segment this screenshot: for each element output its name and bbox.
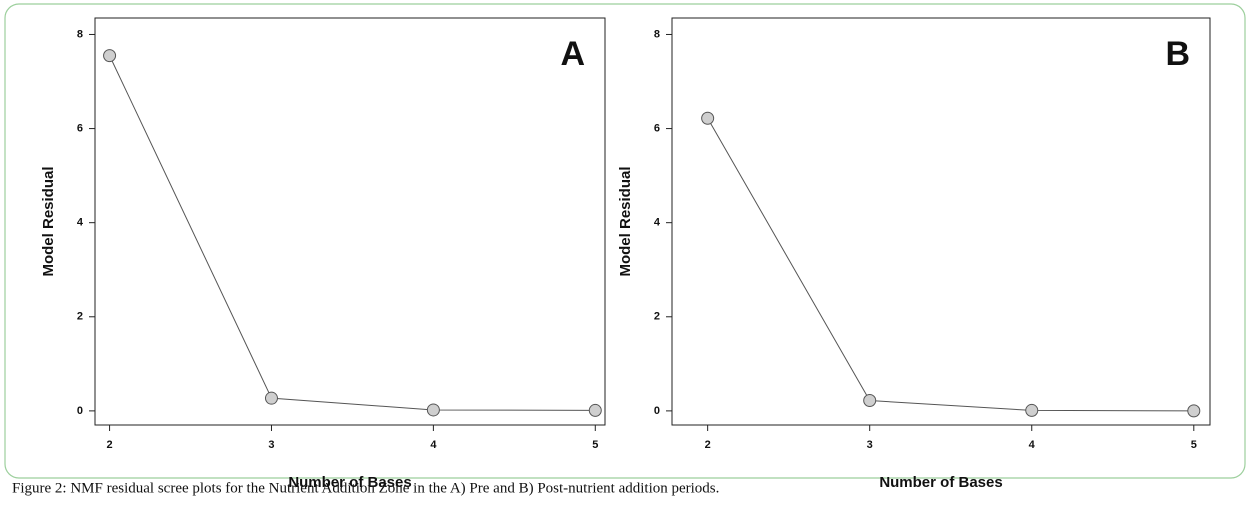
x-tick-label: 5	[592, 439, 598, 451]
series-line	[707, 117, 1194, 412]
panel-letter: B	[1165, 35, 1190, 73]
y-axis-label: Model Residual	[617, 166, 634, 276]
x-tick-label: 5	[1191, 439, 1197, 451]
x-tick-label: 4	[1029, 439, 1036, 451]
caption: Figure 2: NMF residual scree plots for t…	[12, 480, 719, 496]
figure-frame	[4, 3, 1246, 479]
x-axis-label: Number of Bases	[879, 474, 1002, 491]
plot-frame	[671, 17, 1211, 426]
y-tick-label: 2	[654, 311, 660, 323]
y-tick-label: 4	[77, 217, 84, 229]
x-tick-label: 3	[268, 439, 274, 451]
point	[426, 403, 440, 417]
x-axis-label: Number of Bases	[288, 474, 411, 491]
plot-frame	[94, 17, 606, 426]
x-tick-label: 3	[867, 439, 873, 451]
y-tick-label: 4	[654, 217, 661, 229]
point	[863, 394, 877, 408]
y-tick-label: 8	[77, 28, 83, 40]
y-tick-label: 6	[654, 122, 660, 134]
point	[264, 391, 278, 405]
y-tick-label: 2	[77, 311, 83, 323]
y-axis-label: Model Residual	[40, 166, 57, 276]
point	[588, 403, 602, 417]
y-tick-label: 0	[654, 405, 660, 417]
point	[1025, 403, 1039, 417]
series-line	[109, 55, 596, 411]
x-tick-label: 2	[705, 439, 711, 451]
panel-letter: A	[560, 35, 585, 73]
y-tick-label: 8	[654, 28, 660, 40]
x-tick-label: 2	[107, 439, 113, 451]
y-tick-label: 0	[77, 405, 83, 417]
x-tick-label: 4	[430, 439, 437, 451]
point	[701, 111, 715, 125]
point	[1187, 404, 1201, 418]
y-tick-label: 6	[77, 122, 83, 134]
point	[103, 49, 117, 63]
